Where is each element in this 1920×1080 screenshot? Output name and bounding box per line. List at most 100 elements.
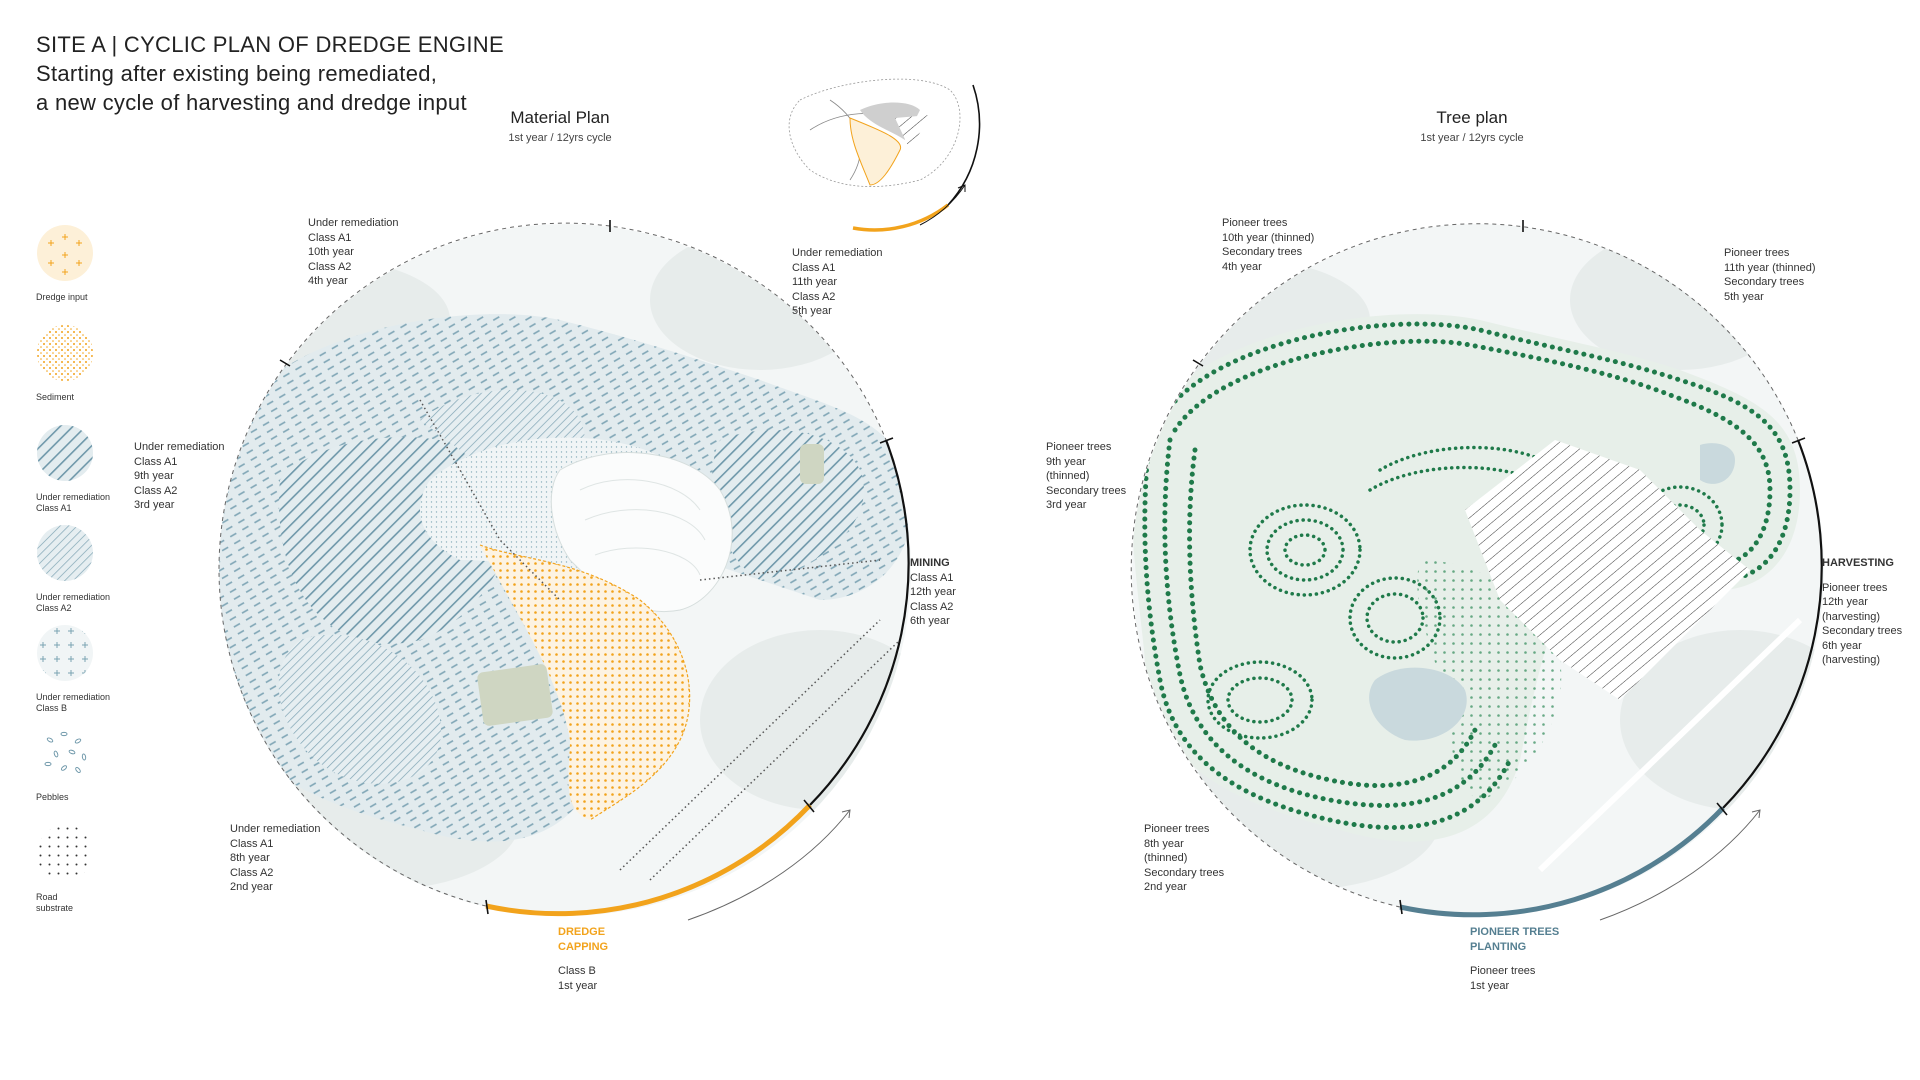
road-substrate-swatch bbox=[37, 825, 93, 881]
tree-plan-dashed-ring bbox=[1130, 223, 1799, 908]
legend-class-b-line-2: Class B bbox=[36, 703, 68, 713]
material-label-top-left: Under remediation Class A1 10th year Cla… bbox=[308, 216, 399, 289]
tree-label-top-left-line: 4th year bbox=[1222, 260, 1262, 273]
material-label-top-left-line: Under remediation bbox=[308, 217, 399, 229]
tree-label-top-left-line: Secondary trees bbox=[1222, 246, 1303, 258]
legend-road-line-1: Road bbox=[36, 892, 58, 902]
material-label-top-left-line: Class A2 bbox=[308, 260, 352, 273]
mining-heading: MINING bbox=[910, 557, 950, 569]
sediment-swatch bbox=[37, 325, 93, 381]
material-label-top-right-line: Under remediation bbox=[792, 247, 883, 259]
material-label-bottom-left-line: Class A2 bbox=[230, 866, 274, 879]
legend-class-a1-line-1: Under remediation bbox=[36, 492, 111, 502]
material-label-left: Under remediation Class A1 9th year Clas… bbox=[134, 440, 225, 513]
material-label-top-right-line: Class A1 bbox=[792, 261, 836, 274]
legend-road-substrate-label: Road substrate bbox=[36, 892, 136, 914]
tree-plan-title: Tree plan 1st year / 12yrs cycle bbox=[1322, 108, 1622, 144]
material-label-left-line: Under remediation bbox=[134, 441, 225, 453]
tree-label-top-right-line: 11th year (thinned) bbox=[1724, 261, 1816, 274]
material-plan-direction-arrow bbox=[687, 809, 851, 921]
tree-label-planting-line: 1st year bbox=[1470, 979, 1510, 992]
tree-plan-map bbox=[1132, 230, 1824, 890]
material-label-top-left-line: 4th year bbox=[308, 275, 348, 287]
legend-pebbles: Pebbles bbox=[36, 724, 136, 803]
tree-label-harvesting-line: Pioneer trees bbox=[1822, 581, 1888, 594]
tree-plan-harvest-arc bbox=[1722, 439, 1823, 809]
class-a1-swatch bbox=[37, 425, 93, 481]
material-label-bottom-left-line: 8th year bbox=[230, 852, 270, 864]
material-plan-heading: Material Plan bbox=[510, 108, 610, 127]
tree-label-left-line: Pioneer trees bbox=[1046, 441, 1112, 453]
tree-plan-subtitle: 1st year / 12yrs cycle bbox=[1420, 132, 1524, 144]
tree-label-bottom-left: Pioneer trees 8th year (thinned) Seconda… bbox=[1144, 822, 1224, 895]
material-label-mining-line: 6th year bbox=[910, 615, 950, 627]
tree-label-top-left-line: 10th year (thinned) bbox=[1222, 231, 1315, 244]
pebbles-swatch bbox=[37, 725, 93, 781]
tree-label-harvesting-line: (harvesting) bbox=[1822, 610, 1881, 623]
tree-label-bottom-left-line: Secondary trees bbox=[1144, 866, 1225, 879]
tree-label-bottom-left-line: 8th year bbox=[1144, 837, 1184, 850]
tree-label-bottom-left-line: 2nd year bbox=[1144, 881, 1187, 893]
title-line-1: SITE A | CYCLIC PLAN OF DREDGE ENGINE bbox=[36, 32, 504, 57]
tree-label-left-line: Secondary trees bbox=[1046, 484, 1127, 497]
legend-class-a1-label: Under remediation Class A1 bbox=[36, 492, 136, 514]
material-label-bottom-left: Under remediation Class A1 8th year Clas… bbox=[230, 822, 321, 895]
material-label-dredge: DREDGE CAPPING Class B 1st year bbox=[558, 925, 608, 993]
tree-label-top-right-line: 5th year bbox=[1724, 290, 1764, 303]
title-line-2: Starting after existing being remediated… bbox=[36, 61, 438, 86]
tree-label-harvesting-line: Secondary trees bbox=[1822, 625, 1903, 637]
tree-label-left-line: 3rd year bbox=[1046, 499, 1087, 511]
material-plan-dredge-arc bbox=[485, 803, 812, 917]
legend-class-a2: Under remediation Class A2 bbox=[36, 524, 136, 614]
legend-pebbles-label: Pebbles bbox=[36, 792, 69, 802]
legend-dredge-input: Dredge input bbox=[36, 224, 136, 303]
material-label-top-right-line: 11th year bbox=[792, 276, 838, 288]
dredge-input-swatch bbox=[37, 225, 93, 281]
material-label-top-right-line: Class A2 bbox=[792, 290, 836, 303]
material-label-top-right: Under remediation Class A1 11th year Cla… bbox=[792, 246, 883, 319]
material-label-bottom-left-line: Under remediation bbox=[230, 823, 321, 835]
tree-label-left-line: 9th year bbox=[1046, 455, 1086, 468]
tree-label-top-left-line: Pioneer trees bbox=[1222, 217, 1288, 229]
material-label-top-right-line: 5th year bbox=[792, 305, 832, 317]
legend-sediment: Sediment bbox=[36, 324, 136, 403]
material-label-left-line: 3rd year bbox=[134, 499, 175, 511]
tree-label-left-line: (thinned) bbox=[1046, 470, 1090, 482]
material-label-mining-line: Class A1 bbox=[910, 571, 954, 584]
harvesting-heading: HARVESTING bbox=[1822, 557, 1894, 569]
tree-label-bottom-left-line: Pioneer trees bbox=[1144, 823, 1210, 835]
material-plan-map bbox=[219, 230, 911, 890]
legend-class-b: Under remediation Class B bbox=[36, 624, 136, 714]
material-label-mining-line: Class A2 bbox=[910, 600, 954, 613]
legend-class-b-label: Under remediation Class B bbox=[36, 692, 136, 714]
dredge-heading-line-2: CAPPING bbox=[558, 940, 609, 953]
legend-class-a2-line-2: Class A2 bbox=[36, 603, 72, 613]
tree-label-top-right-line: Pioneer trees bbox=[1724, 247, 1790, 259]
legend-class-b-line-1: Under remediation bbox=[36, 692, 111, 702]
tree-label-harvesting: HARVESTING Pioneer trees 12th year (harv… bbox=[1822, 556, 1902, 668]
tree-label-top-right: Pioneer trees 11th year (thinned) Second… bbox=[1724, 246, 1816, 304]
tree-label-harvesting-line: 12th year bbox=[1822, 596, 1868, 608]
material-label-top-left-line: Class A1 bbox=[308, 231, 352, 244]
material-label-top-left-line: 10th year bbox=[308, 246, 354, 258]
tree-label-top-left: Pioneer trees 10th year (thinned) Second… bbox=[1222, 216, 1314, 274]
class-a2-swatch bbox=[37, 525, 93, 581]
tree-label-bottom-left-line: (thinned) bbox=[1144, 852, 1188, 864]
tree-plan-direction-arrow bbox=[1599, 809, 1761, 921]
legend-class-a1: Under remediation Class A1 bbox=[36, 424, 136, 514]
tree-label-planting: PIONEER TREES PLANTING Pioneer trees 1st… bbox=[1470, 925, 1559, 993]
material-label-left-line: Class A2 bbox=[134, 484, 178, 497]
material-plan-mining-arc bbox=[809, 439, 910, 806]
material-plan-subtitle: 1st year / 12yrs cycle bbox=[508, 132, 612, 144]
dredge-heading-line-1: DREDGE bbox=[558, 926, 606, 938]
title-line-3: a new cycle of harvesting and dredge inp… bbox=[36, 90, 467, 115]
legend-sediment-label: Sediment bbox=[36, 392, 75, 402]
material-label-left-line: 9th year bbox=[134, 470, 174, 482]
legend-road-line-2: substrate bbox=[36, 903, 74, 913]
material-label-dredge-line: Class B bbox=[558, 965, 596, 977]
material-label-bottom-left-line: 2nd year bbox=[230, 881, 273, 893]
tree-label-planting-line: Pioneer trees bbox=[1470, 965, 1536, 977]
